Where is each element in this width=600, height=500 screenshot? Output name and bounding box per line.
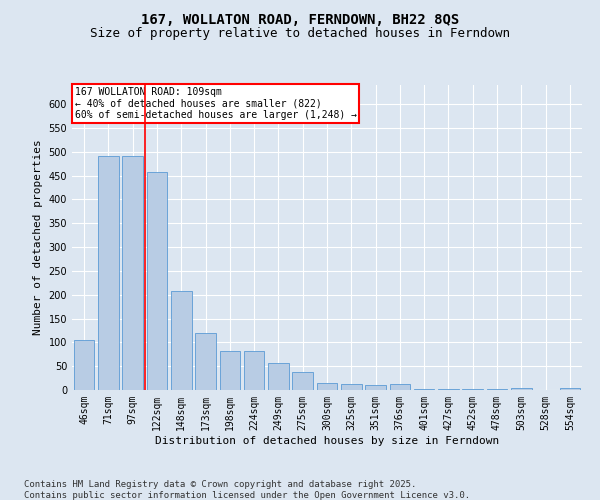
Bar (487, 389, 508, 390)
Bar (171, 292, 191, 390)
Bar (146, 172, 167, 390)
Bar (365, 385, 386, 390)
Text: 167, WOLLATON ROAD, FERNDOWN, BH22 8QS: 167, WOLLATON ROAD, FERNDOWN, BH22 8QS (141, 12, 459, 26)
Bar (98, 156, 119, 390)
Text: 167 WOLLATON ROAD: 109sqm
← 40% of detached houses are smaller (822)
60% of semi: 167 WOLLATON ROAD: 109sqm ← 40% of detac… (74, 86, 356, 120)
X-axis label: Distribution of detached houses by size in Ferndown: Distribution of detached houses by size … (155, 436, 499, 446)
Text: Size of property relative to detached houses in Ferndown: Size of property relative to detached ho… (90, 28, 510, 40)
Bar (560, 388, 580, 390)
Bar (511, 388, 532, 390)
Bar (74, 340, 94, 390)
Bar (122, 156, 143, 390)
Bar (268, 363, 289, 390)
Text: Contains HM Land Registry data © Crown copyright and database right 2025.
Contai: Contains HM Land Registry data © Crown c… (24, 480, 470, 500)
Bar (414, 389, 434, 390)
Bar (195, 333, 216, 390)
Bar (389, 384, 410, 390)
Bar (438, 389, 459, 390)
Bar (220, 351, 240, 390)
Bar (317, 384, 337, 390)
Bar (292, 372, 313, 390)
Bar (463, 389, 483, 390)
Bar (244, 351, 265, 390)
Bar (341, 384, 362, 390)
Y-axis label: Number of detached properties: Number of detached properties (33, 140, 43, 336)
